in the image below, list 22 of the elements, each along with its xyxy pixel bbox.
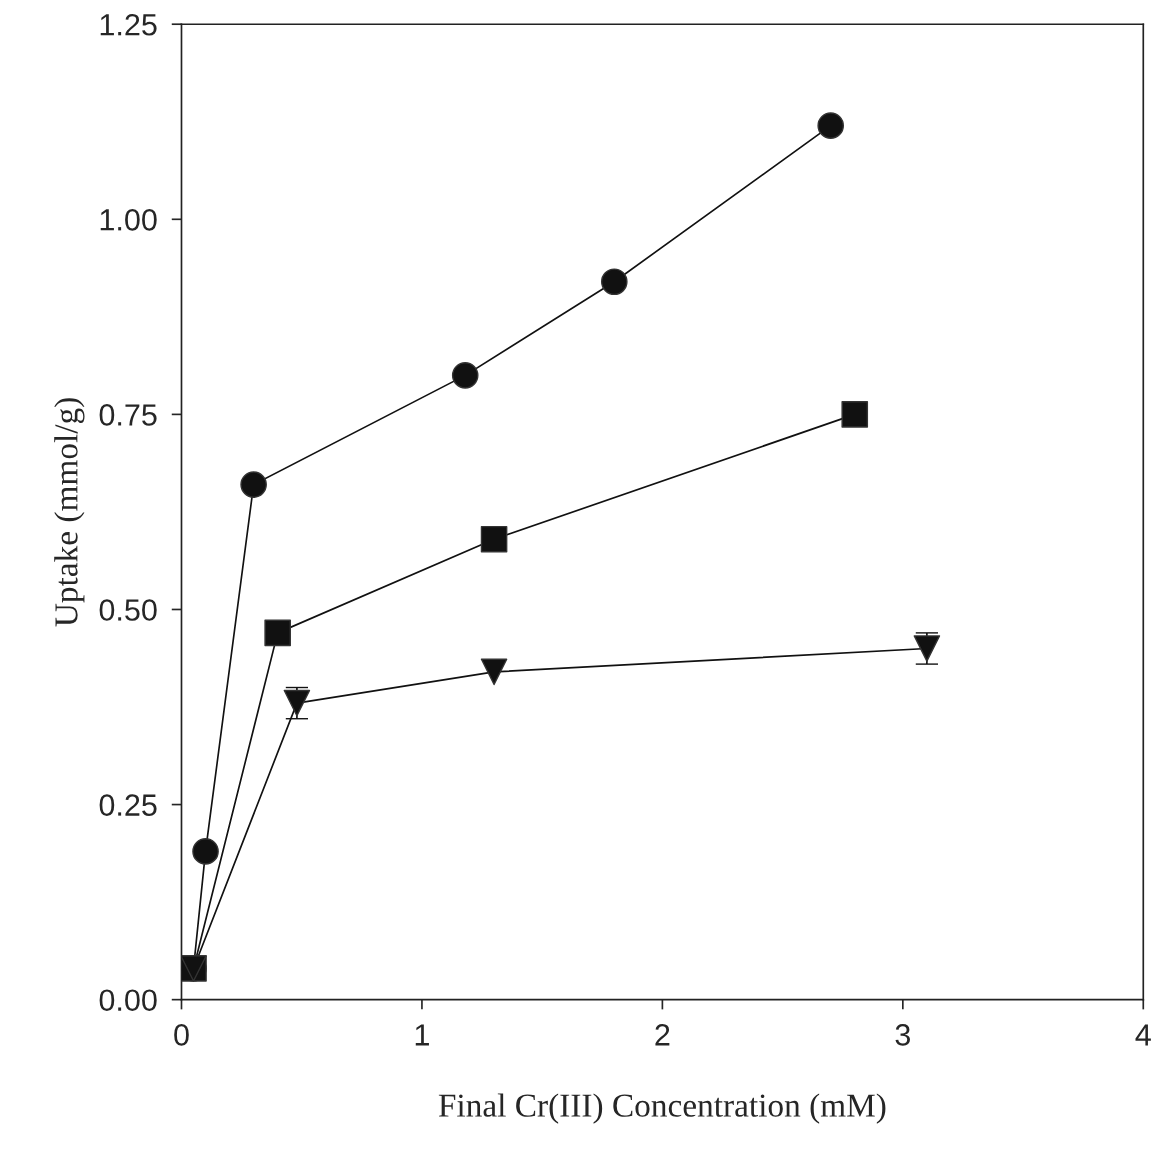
point [192,838,219,865]
y-tick-label: 1.00 [100,209,157,231]
y-tick-label: 1.25 [100,13,157,36]
point [264,619,291,647]
x-tick-label: 0 [174,1024,189,1046]
point [817,112,845,139]
x-tick-label: 4 [1135,1024,1151,1046]
point [841,401,869,428]
y-tick-label: 0.25 [99,794,157,816]
x-tick-label: 2 [655,1024,670,1046]
x-tick-label: 1 [415,1024,429,1046]
x-tick-label: 3 [895,1024,910,1046]
y-tick-label: 0.00 [99,989,157,1012]
point [240,471,267,498]
y-tick-label: 0.75 [99,404,157,426]
point [451,362,479,389]
point [480,658,508,686]
point [600,268,628,296]
x-axis-title: Final Cr(III) Concentration (mM) [438,1093,886,1124]
y-axis-title: Uptake (mmol/g) [54,398,85,627]
point [480,525,508,553]
y-tick-label: 0.50 [99,599,157,621]
